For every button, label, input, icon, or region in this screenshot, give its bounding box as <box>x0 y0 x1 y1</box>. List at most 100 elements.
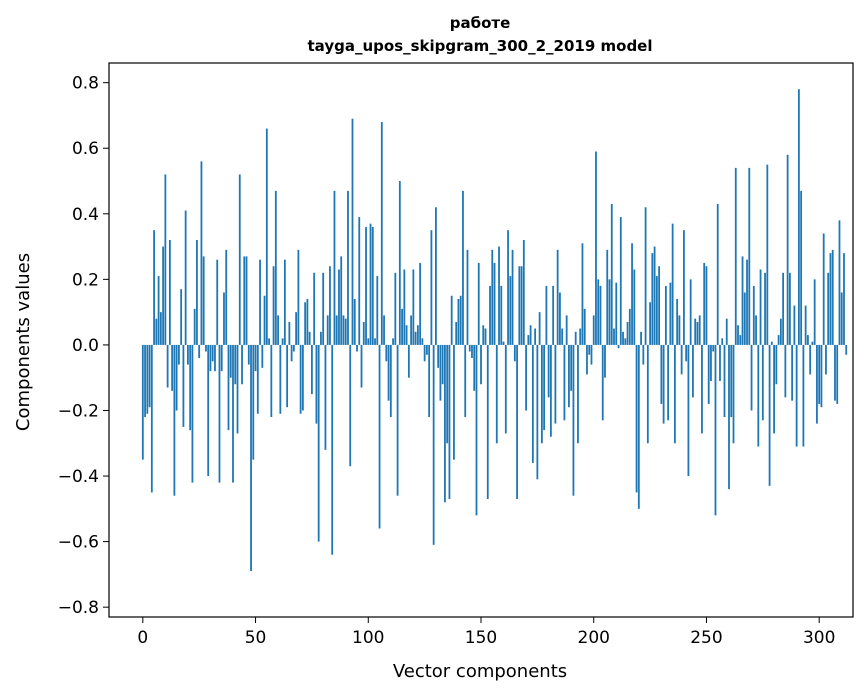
bar <box>398 181 401 345</box>
bar <box>187 344 189 365</box>
bar <box>834 344 836 401</box>
bar <box>689 279 692 345</box>
bar <box>331 344 334 555</box>
bar <box>595 151 597 345</box>
bar <box>628 308 631 345</box>
bar <box>306 299 309 345</box>
bar <box>209 344 212 372</box>
bar <box>712 344 715 352</box>
bar <box>770 341 773 345</box>
bar <box>394 272 397 345</box>
bar <box>308 331 311 345</box>
bar <box>696 321 699 345</box>
bar <box>797 89 800 345</box>
bar <box>759 269 762 345</box>
bar <box>256 344 259 414</box>
bar <box>286 344 289 408</box>
bar <box>376 276 379 345</box>
bar <box>175 344 178 411</box>
x-axis-label: Vector components <box>393 661 567 682</box>
bar <box>396 344 399 496</box>
bar <box>320 331 322 345</box>
bar <box>498 246 500 345</box>
y-tick-label: 0.4 <box>72 205 99 225</box>
bar <box>241 344 243 385</box>
bar <box>757 344 760 447</box>
bar <box>462 190 464 345</box>
bar <box>484 328 487 345</box>
bar <box>635 344 638 493</box>
bar <box>658 266 661 345</box>
bar <box>475 344 478 516</box>
bar <box>218 344 221 483</box>
bar <box>166 344 169 388</box>
bar <box>344 318 347 345</box>
bar <box>234 344 237 385</box>
bar <box>570 344 573 391</box>
bar <box>716 203 719 345</box>
bar <box>317 344 320 542</box>
bar <box>196 240 198 345</box>
bar <box>279 344 282 414</box>
bar <box>329 266 331 345</box>
bar <box>525 344 527 411</box>
bar <box>543 344 546 431</box>
bar <box>171 344 174 391</box>
bar <box>198 344 201 359</box>
bar <box>387 344 390 401</box>
bar <box>782 272 785 345</box>
x-tick-label: 250 <box>690 628 722 648</box>
bar <box>459 295 462 345</box>
y-tick-label: 0.6 <box>72 139 99 159</box>
bar <box>225 249 228 345</box>
bar <box>347 190 349 345</box>
bar <box>644 207 647 345</box>
bar <box>748 167 751 345</box>
bar <box>775 344 778 385</box>
bar <box>268 338 270 345</box>
bar <box>538 312 541 345</box>
bar <box>272 266 275 345</box>
bar <box>549 344 552 437</box>
bar <box>223 292 225 345</box>
bar <box>624 338 627 345</box>
bar <box>660 344 663 404</box>
bar <box>613 328 615 345</box>
bar <box>340 256 343 345</box>
bar <box>259 259 261 345</box>
bar <box>486 344 489 499</box>
bar <box>428 344 431 418</box>
bar <box>520 266 523 345</box>
x-tick-label: 0 <box>137 628 148 648</box>
chart-title-line2: tayga_upos_skipgram_300_2_2019 model <box>308 37 653 55</box>
bar <box>683 230 685 345</box>
bar <box>358 217 361 345</box>
bar <box>599 285 602 345</box>
bar <box>150 344 153 493</box>
bar <box>838 220 841 345</box>
bar <box>353 299 356 345</box>
bar <box>444 344 446 503</box>
bar <box>480 344 482 385</box>
bar <box>606 249 609 345</box>
bar <box>232 344 234 483</box>
bar <box>274 190 277 345</box>
bar <box>360 344 363 388</box>
bar <box>728 344 730 490</box>
bar <box>721 338 724 345</box>
x-tick-label: 150 <box>465 628 497 648</box>
bar <box>482 325 485 345</box>
bar <box>342 315 345 345</box>
bar <box>768 344 771 486</box>
bar <box>182 344 185 427</box>
bar <box>786 154 789 345</box>
bar <box>173 344 176 496</box>
bar <box>561 328 564 345</box>
bar <box>349 344 352 467</box>
bar <box>407 344 410 378</box>
bar <box>473 344 476 391</box>
bar <box>779 318 782 345</box>
bar <box>356 344 358 352</box>
bar <box>516 344 518 499</box>
